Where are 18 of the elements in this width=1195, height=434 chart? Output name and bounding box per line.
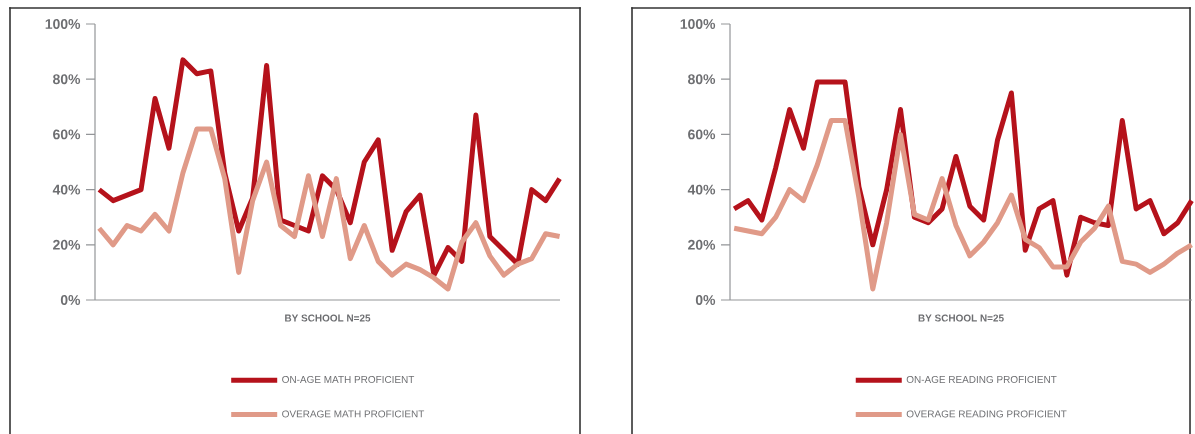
legend-label: OVERAGE MATH PROFICIENT — [282, 410, 425, 418]
x-axis-title: BY SCHOOL N=25 — [918, 314, 1004, 322]
y-tick-label: 80% — [53, 74, 81, 85]
y-tick-label: 100% — [680, 19, 716, 29]
y-tick-label: 40% — [687, 184, 716, 195]
y-tick-label: 80% — [688, 74, 716, 85]
y-tick-label: 20% — [53, 239, 81, 250]
y-tick-label: 60% — [688, 129, 716, 140]
y-tick-label: 0% — [695, 295, 716, 305]
y-tick-label: 100% — [45, 19, 81, 29]
y-tick-label: 0% — [60, 295, 81, 305]
legend-label: ON-AGE MATH PROFICIENT — [282, 375, 415, 383]
y-tick-label: 20% — [688, 239, 716, 250]
y-tick-label: 40% — [52, 184, 81, 195]
legend-label: ON-AGE READING PROFICIENT — [906, 375, 1057, 383]
y-tick-label: 60% — [53, 129, 81, 140]
legend-label: OVERAGE READING PROFICIENT — [906, 410, 1067, 418]
x-axis-title: BY SCHOOL N=25 — [285, 314, 371, 322]
